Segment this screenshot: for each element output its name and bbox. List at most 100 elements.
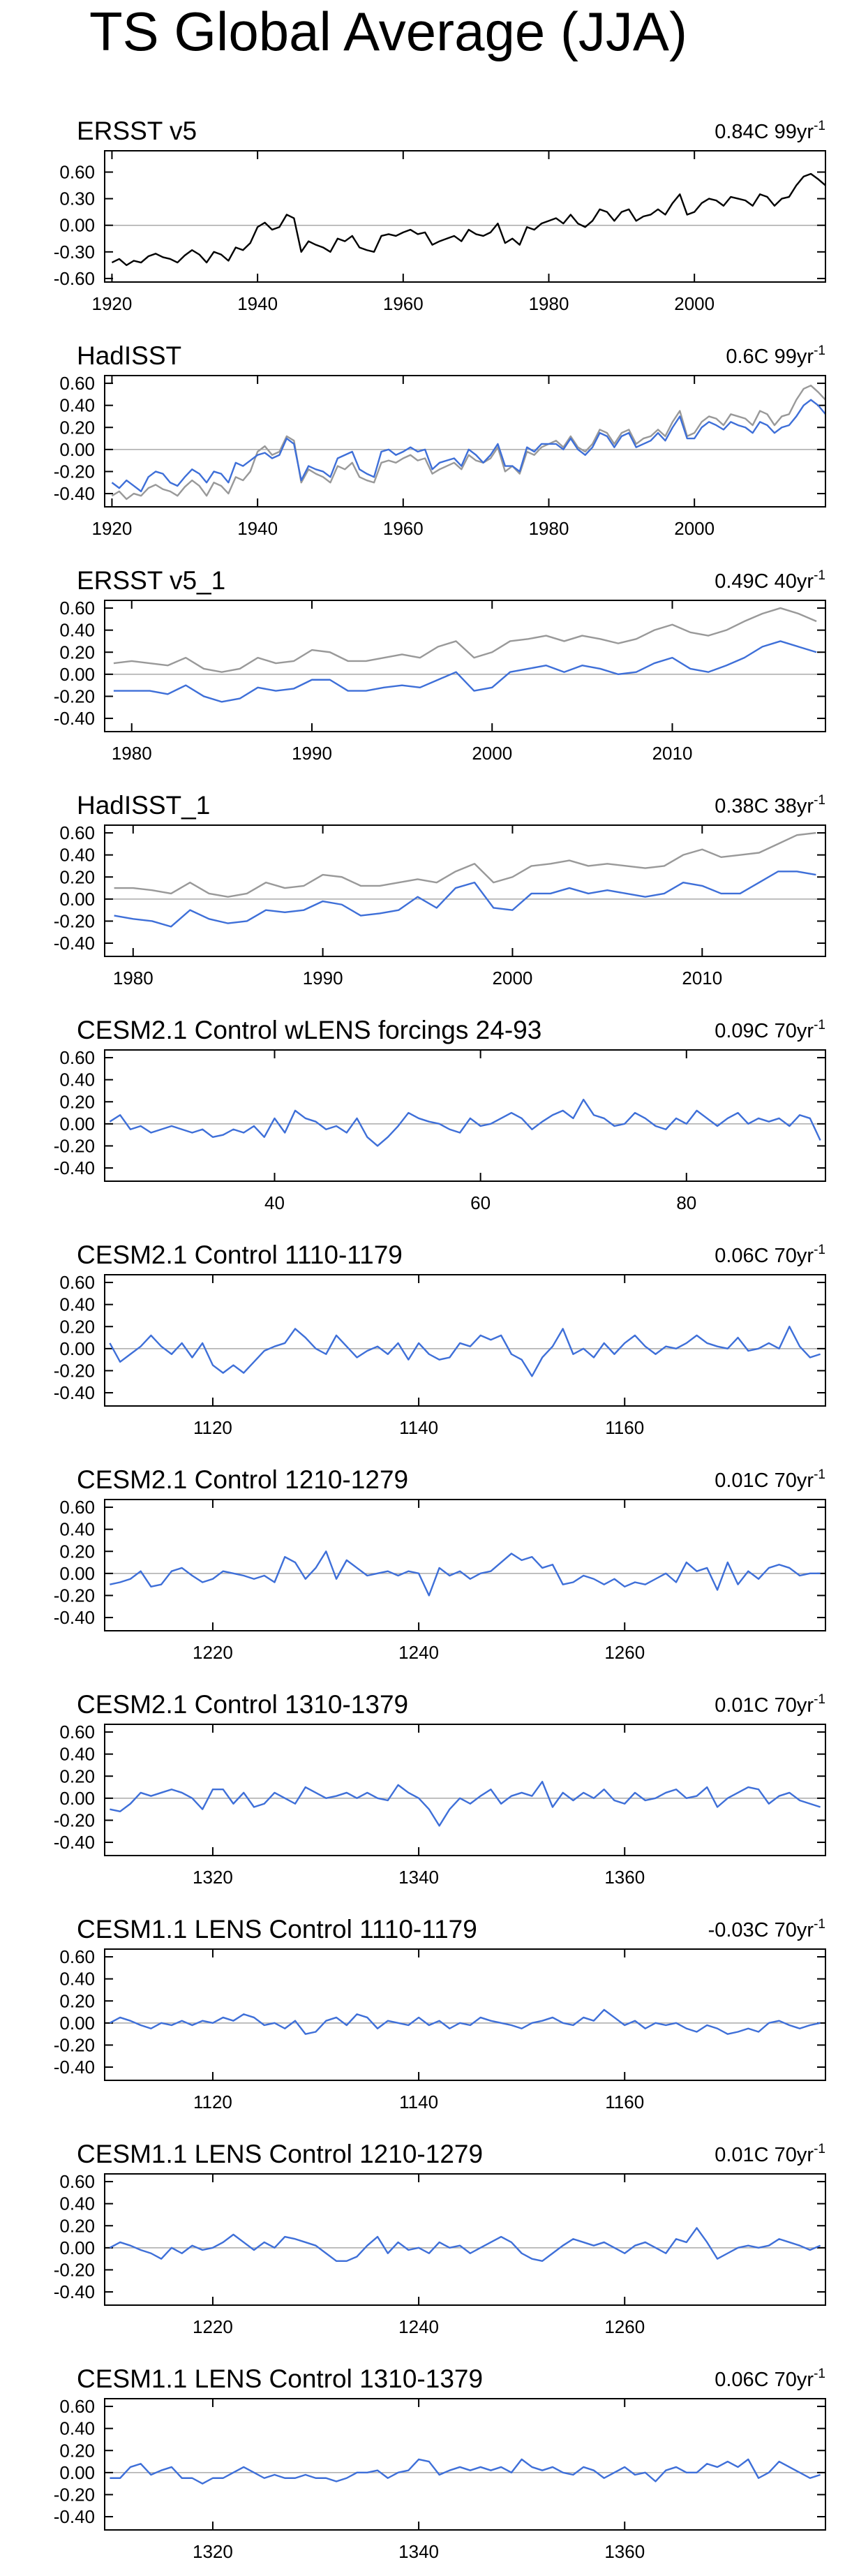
y-tick-label: -0.20 xyxy=(54,1585,95,1606)
trend-text: 0.38C 38yr xyxy=(715,795,814,817)
series-line xyxy=(109,2227,821,2263)
plot-frame xyxy=(104,600,826,732)
trend-text: 0.09C 70yr xyxy=(715,1020,814,1042)
y-tick-label: 0.20 xyxy=(59,1316,95,1337)
x-tick-label: 1920 xyxy=(92,293,133,314)
trend-annotation: 0.06C 70yr-1 xyxy=(715,2367,825,2391)
series-line xyxy=(111,385,826,501)
trend-text: 0.84C 99yr xyxy=(715,121,814,143)
y-tick-label: 0.00 xyxy=(59,2237,95,2258)
x-tick-label: 1940 xyxy=(237,293,278,314)
series-line xyxy=(109,2008,821,2035)
trend-text: 0.6C 99yr xyxy=(726,346,814,368)
x-tick-label: 1260 xyxy=(604,1642,645,1663)
y-tick-label: 0.60 xyxy=(59,161,95,182)
y-tick-label: 0.40 xyxy=(59,1744,95,1765)
y-tick-label: 0.00 xyxy=(59,1113,95,1134)
trend-annotation: 0.06C 70yr-1 xyxy=(715,1243,825,1267)
x-tick-label: 40 xyxy=(264,1192,285,1213)
x-tick-label: 1120 xyxy=(193,2092,232,2112)
y-tick-label: 0.60 xyxy=(59,598,95,619)
y-tick-label: 0.40 xyxy=(59,1969,95,1990)
x-tick-label: 1220 xyxy=(193,1642,233,1663)
y-tick-label: 0.60 xyxy=(59,1497,95,1518)
y-tick-label: 0.60 xyxy=(59,1722,95,1742)
plot-frame xyxy=(104,1948,826,2081)
trend-exponent: -1 xyxy=(814,793,825,808)
series-line xyxy=(110,1780,821,1827)
panel-title: ERSST v5_1 xyxy=(77,566,225,595)
series-line xyxy=(114,871,816,928)
panel-title: CESM2.1 Control 1110-1179 xyxy=(77,1241,403,1269)
y-tick-label: -0.40 xyxy=(54,708,95,729)
y-tick-label: -0.40 xyxy=(54,1607,95,1628)
y-tick-label: 0.20 xyxy=(59,2215,95,2236)
panel-title: CESM1.1 LENS Control 1310-1379 xyxy=(77,2364,483,2393)
panel-title: CESM1.1 LENS Control 1110-1179 xyxy=(77,1915,477,1944)
x-tick-label: 1980 xyxy=(113,968,154,989)
series-line xyxy=(109,1326,821,1377)
x-tick-label: 1920 xyxy=(92,518,133,539)
trend-exponent: -1 xyxy=(814,119,825,133)
x-tick-label: 1990 xyxy=(303,968,343,989)
y-tick-label: -0.60 xyxy=(54,268,95,289)
y-tick-label: 0.40 xyxy=(59,845,95,866)
y-tick-label: -0.40 xyxy=(54,1157,95,1178)
y-tick-label: 0.40 xyxy=(59,395,95,416)
x-tick-label: 1260 xyxy=(604,2316,645,2337)
y-tick-label: 0.20 xyxy=(59,642,95,662)
x-tick-label: 1140 xyxy=(399,2092,438,2112)
series-line xyxy=(109,1098,821,1147)
plot-frame xyxy=(104,1499,826,1631)
trend-text: 0.01C 70yr xyxy=(715,2144,814,2166)
x-tick-label: 2000 xyxy=(472,743,512,764)
panel-title: ERSST v5 xyxy=(77,117,197,145)
x-tick-label: 1220 xyxy=(193,2316,233,2337)
series-line xyxy=(111,399,826,493)
panel-title: CESM1.1 LENS Control 1210-1279 xyxy=(77,2140,483,2168)
x-tick-label: 1980 xyxy=(529,518,569,539)
x-tick-label: 2000 xyxy=(493,968,533,989)
y-tick-label: 0.00 xyxy=(59,664,95,685)
plot-frame xyxy=(104,375,826,508)
y-tick-label: 0.20 xyxy=(59,1541,95,1562)
plot-frame xyxy=(104,1049,826,1182)
y-tick-label: 0.60 xyxy=(59,2396,95,2417)
y-tick-label: 0.20 xyxy=(59,1766,95,1786)
trend-annotation: 0.49C 40yr-1 xyxy=(715,568,825,593)
y-tick-label: 0.00 xyxy=(59,2013,95,2034)
y-tick-label: -0.20 xyxy=(54,2484,95,2505)
trend-exponent: -1 xyxy=(814,2367,825,2381)
x-tick-label: 1960 xyxy=(383,518,424,539)
x-tick-label: 1980 xyxy=(529,293,569,314)
x-tick-label: 1340 xyxy=(398,1867,439,1888)
trend-annotation: 0.01C 70yr-1 xyxy=(715,1467,825,1492)
y-tick-label: 0.60 xyxy=(59,1946,95,1967)
y-tick-label: 0.60 xyxy=(59,822,95,843)
x-tick-label: 1160 xyxy=(605,1417,644,1438)
y-tick-label: -0.20 xyxy=(54,1135,95,1156)
x-tick-label: 2010 xyxy=(682,968,722,989)
y-tick-label: -0.40 xyxy=(54,1832,95,1853)
y-tick-label: 0.00 xyxy=(59,889,95,910)
y-tick-label: -0.20 xyxy=(54,1809,95,1830)
trend-exponent: -1 xyxy=(814,1692,825,1707)
trend-exponent: -1 xyxy=(814,1467,825,1482)
y-tick-label: 0.40 xyxy=(59,1069,95,1090)
y-tick-label: -0.20 xyxy=(54,461,95,482)
series-line xyxy=(110,2458,821,2485)
trend-annotation: -0.03C 70yr-1 xyxy=(708,1917,825,1941)
x-tick-label: 1140 xyxy=(399,1417,438,1438)
panel-title: CESM2.1 Control 1310-1379 xyxy=(77,1690,408,1719)
plot-frame xyxy=(104,150,826,283)
x-tick-label: 1360 xyxy=(604,1867,645,1888)
plot-frame xyxy=(104,1724,826,1856)
series-line xyxy=(114,831,816,898)
y-tick-label: 0.40 xyxy=(59,2193,95,2214)
y-tick-label: -0.40 xyxy=(54,1382,95,1403)
y-tick-label: 0.00 xyxy=(59,439,95,460)
y-tick-label: -0.40 xyxy=(54,2057,95,2078)
y-tick-label: -0.40 xyxy=(54,483,95,504)
x-tick-label: 1940 xyxy=(237,518,278,539)
y-tick-label: 0.60 xyxy=(59,373,95,394)
